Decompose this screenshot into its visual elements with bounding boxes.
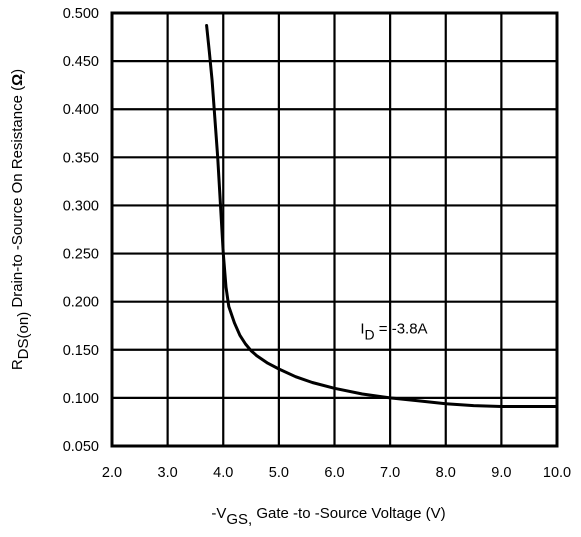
y-axis-title: RDS(on) Drain-to -Source On Resistance (… — [9, 69, 32, 370]
x-tick-label: 10.0 — [543, 465, 571, 481]
annotation-rest: = -3.8A — [375, 321, 428, 338]
y-tick-label: 0.300 — [63, 198, 99, 214]
annotation-prefix: I — [360, 321, 364, 338]
x-tick-label: 7.0 — [380, 465, 400, 481]
y-tick-label: 0.150 — [63, 343, 99, 359]
x-tick-label: 6.0 — [324, 465, 344, 481]
y-tick-label: 0.050 — [63, 439, 99, 455]
x-axis-title-rest: Gate -to -Source Voltage (V) — [252, 505, 445, 522]
y-tick-label: 0.450 — [63, 54, 99, 70]
annotation-subscript: D — [364, 327, 374, 343]
y-axis-title-rest: Drain-to -Source On Resistance ( — [9, 86, 26, 312]
x-tick-label: 3.0 — [158, 465, 178, 481]
y-axis-unit-symbol: Ω — [9, 74, 26, 86]
x-tick-label: 2.0 — [102, 465, 122, 481]
plot-frame — [110, 11, 559, 448]
x-tick-label: 4.0 — [213, 465, 233, 481]
y-tick-label: 0.400 — [63, 102, 99, 118]
y-axis-title-close: ) — [9, 69, 26, 74]
x-axis-title-prefix: -V — [211, 505, 226, 522]
series-line-rds-on — [205, 24, 559, 408]
y-tick-label: 0.200 — [63, 295, 99, 311]
y-tick-label: 0.250 — [63, 247, 99, 263]
y-tick-label: 0.100 — [63, 391, 99, 407]
x-tick-label: 9.0 — [491, 465, 511, 481]
grid-lines — [110, 11, 559, 448]
y-axis-title-prefix: R — [9, 359, 26, 370]
x-axis-title-subscript: GS, — [226, 511, 252, 528]
y-tick-label: 0.500 — [63, 6, 99, 22]
x-axis-title: -VGS, Gate -to -Source Voltage (V) — [211, 505, 445, 528]
y-tick-label: 0.350 — [63, 150, 99, 166]
current-annotation: ID = -3.8A — [360, 321, 427, 343]
y-tick-labels: 0.050 0.100 0.150 0.200 0.250 0.300 0.350 0.400… — [63, 6, 99, 455]
x-tick-label: 5.0 — [269, 465, 289, 481]
x-tick-labels: 2.0 3.0 4.0 5.0 6.0 7.0 8.0 9.0 10.0 — [102, 465, 571, 481]
y-axis-title-subscript: DS(on) — [15, 312, 32, 360]
x-tick-label: 8.0 — [436, 465, 456, 481]
